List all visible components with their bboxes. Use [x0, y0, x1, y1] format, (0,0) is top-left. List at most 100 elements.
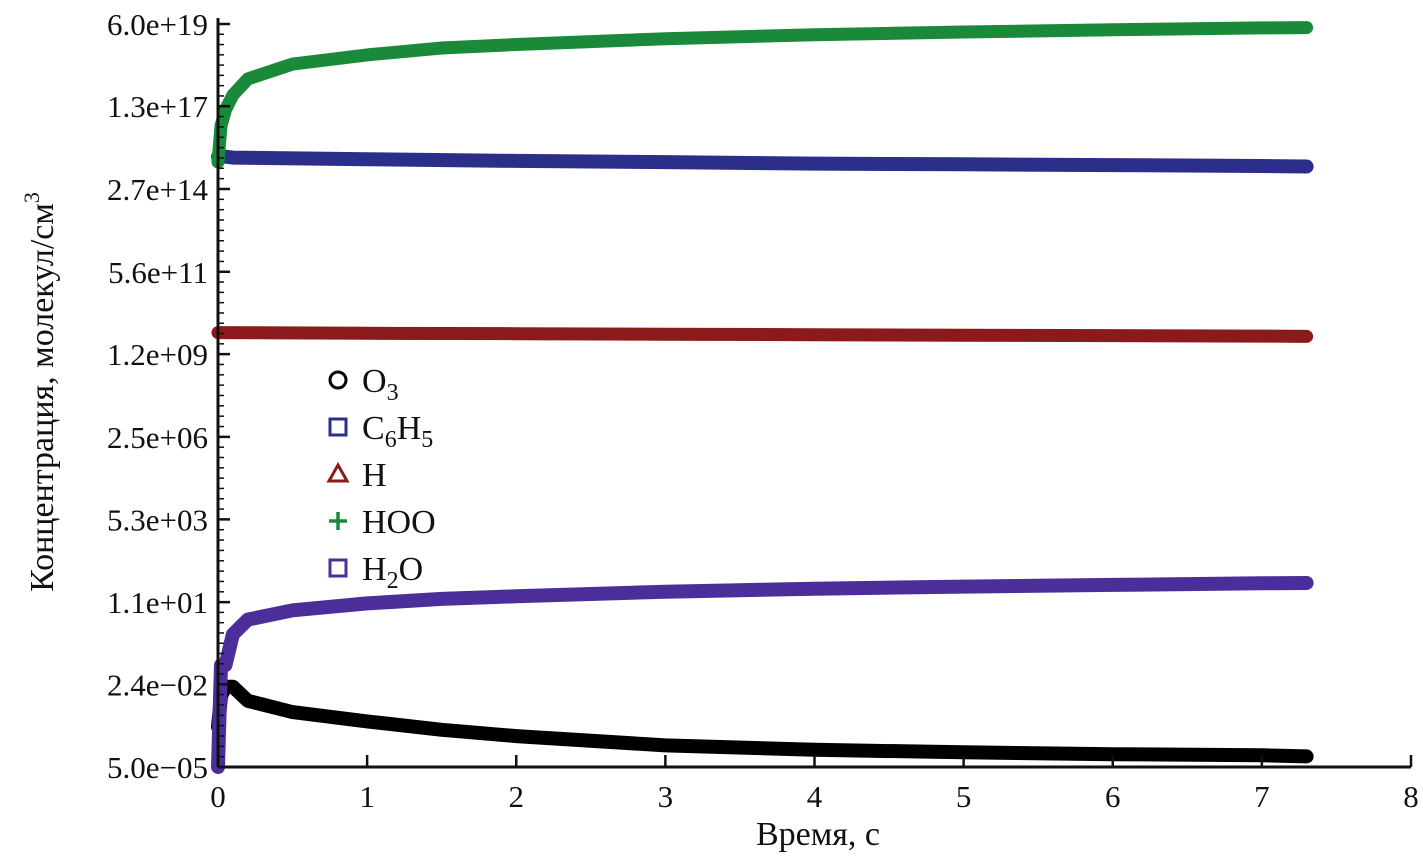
- y-axis-title: Концентрация, молекул/см3: [19, 192, 61, 592]
- data-point: [226, 89, 239, 102]
- x-tick-label: 3: [658, 779, 674, 814]
- data-point: [510, 730, 523, 743]
- x-tick-label: 0: [210, 779, 226, 814]
- legend-item: H2O: [328, 551, 423, 594]
- data-point: [1255, 330, 1268, 343]
- x-tick-label: 8: [1403, 779, 1419, 814]
- y-tick-label: 1.1e+01: [107, 585, 208, 620]
- data-point: [286, 706, 299, 719]
- data-point: [510, 327, 523, 340]
- data-point: [659, 156, 672, 169]
- y-tick-label: 5.0e−05: [107, 750, 208, 785]
- legend-label-name: HOO: [362, 504, 436, 541]
- data-point: [1255, 160, 1268, 173]
- data-point: [1300, 160, 1313, 173]
- data-point: [808, 582, 821, 595]
- x-tick-label: 1: [359, 779, 375, 814]
- data-point: [361, 327, 374, 340]
- legend-label-name: H: [362, 551, 387, 588]
- data-point: [957, 746, 970, 759]
- data-point: [1255, 577, 1268, 590]
- data-point: [226, 680, 239, 693]
- y-tick-label: 5.3e+03: [107, 502, 208, 537]
- legend-label-subscript: 3: [387, 380, 399, 406]
- y-tick-label: 6.0e+19: [107, 7, 208, 42]
- series-line: [211, 326, 1314, 343]
- legend-label-tail: H: [397, 410, 422, 447]
- data-point: [957, 329, 970, 342]
- data-point: [1106, 578, 1119, 591]
- data-point: [435, 42, 448, 55]
- data-point: [1300, 576, 1313, 589]
- y-tick-label: 1.2e+09: [107, 337, 208, 372]
- data-point: [659, 328, 672, 341]
- data-point: [226, 151, 239, 164]
- legend-marker-triangle: [326, 461, 350, 483]
- legend-label-subscript: 6: [385, 427, 397, 453]
- x-tick-label: 4: [807, 779, 823, 814]
- legend-label-name: O: [362, 363, 387, 400]
- y-tick-label: 1.3e+17: [107, 89, 208, 124]
- data-point: [1300, 21, 1313, 34]
- data-point: [808, 28, 821, 41]
- y-tick-label: 2.7e+14: [107, 172, 208, 207]
- series-0: [211, 679, 1314, 764]
- data-point: [659, 739, 672, 752]
- data-point: [1300, 330, 1313, 343]
- data-point: [659, 585, 672, 598]
- data-point: [361, 715, 374, 728]
- legend-marker-plus: [329, 512, 347, 530]
- data-point: [361, 153, 374, 166]
- x-tick-label: 6: [1105, 779, 1121, 814]
- legend-label-name: H: [362, 457, 387, 494]
- x-tick-label: 2: [509, 779, 525, 814]
- data-point: [808, 743, 821, 756]
- series-line: [211, 679, 1314, 764]
- legend-label-subscript: 2: [387, 568, 399, 594]
- ticks-layer: 5.0e−05 2.4e−02 1.1e+01 5.3e+03 2.5e+06 1.2e+…: [107, 7, 1419, 814]
- data-point: [435, 592, 448, 605]
- data-point: [241, 72, 254, 85]
- legend-label: H: [362, 457, 387, 494]
- legend-label: C6H5: [362, 410, 433, 453]
- series-2: [211, 326, 1314, 343]
- legend-label-tail: O: [399, 551, 424, 588]
- legend-marker-square: [328, 417, 348, 437]
- data-point: [435, 723, 448, 736]
- data-point: [286, 58, 299, 71]
- series-line: [211, 21, 1314, 169]
- data-point: [1106, 23, 1119, 36]
- legend-label-subscript: 5: [421, 427, 433, 453]
- legend-marker-square: [328, 558, 348, 578]
- series-1: [211, 149, 1314, 174]
- data-point: [808, 328, 821, 341]
- legend-label: H2O: [362, 551, 423, 594]
- data-point: [241, 613, 254, 626]
- legend-item: H: [326, 457, 387, 494]
- data-point: [1106, 159, 1119, 172]
- data-point: [1255, 21, 1268, 34]
- data-point: [219, 659, 232, 672]
- data-point: [361, 597, 374, 610]
- y-axis-title-sup: 3: [19, 192, 44, 203]
- data-point: [957, 26, 970, 39]
- series-3: [211, 21, 1314, 169]
- legend-item: O3: [328, 363, 399, 406]
- data-point: [1106, 748, 1119, 761]
- data-point: [659, 32, 672, 45]
- legend-item: C6H5: [328, 410, 433, 453]
- data-point: [510, 154, 523, 167]
- series-4: [211, 576, 1314, 774]
- data-point: [808, 157, 821, 170]
- series-line: [211, 576, 1314, 774]
- data-point: [1106, 329, 1119, 342]
- legend-label: HOO: [362, 504, 436, 541]
- data-point: [286, 604, 299, 617]
- data-point: [361, 48, 374, 61]
- legend-label-name: C: [362, 410, 385, 447]
- x-tick-label: 5: [956, 779, 972, 814]
- data-point: [957, 158, 970, 171]
- y-tick-label: 2.5e+06: [107, 420, 208, 455]
